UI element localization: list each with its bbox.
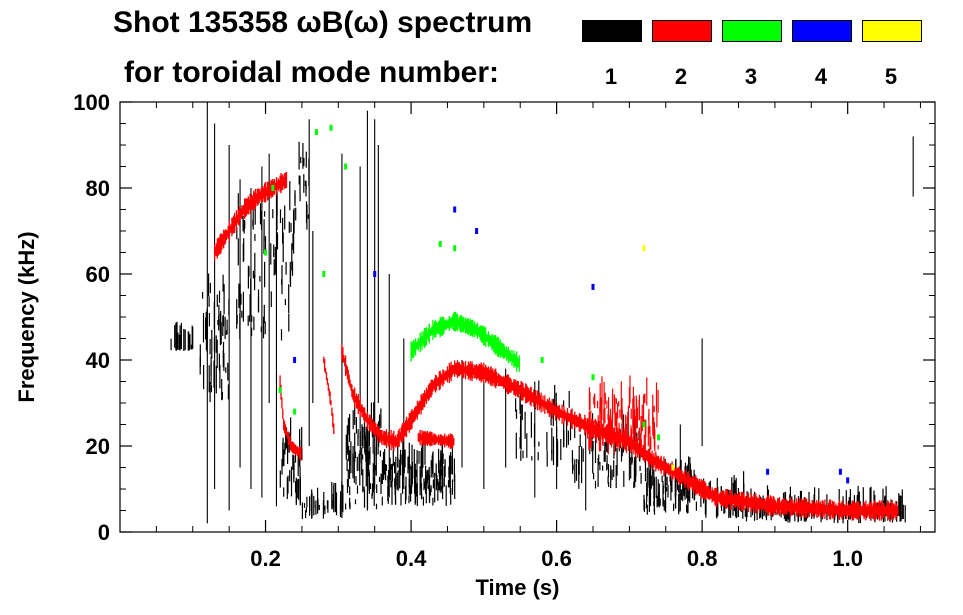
y-tick-label: 20 xyxy=(86,434,110,459)
series-3-point xyxy=(657,434,660,441)
legend-label-1: 1 xyxy=(604,64,618,89)
series-3-point xyxy=(264,249,267,256)
x-tick-label: 0.6 xyxy=(541,546,572,571)
series-3-point xyxy=(329,124,333,131)
chart-title-line1: Shot 135358 ωB(ω) spectrum xyxy=(113,6,533,39)
legend-swatch-4 xyxy=(792,20,852,42)
y-tick-label: 80 xyxy=(86,176,110,201)
y-axis-label: Frequency (kHz) xyxy=(14,231,39,402)
series-4-point xyxy=(846,477,850,484)
legend-label-3: 3 xyxy=(744,64,758,89)
legend-label-2: 2 xyxy=(674,64,688,89)
x-tick-label: 0.8 xyxy=(687,546,718,571)
chart-title-line2: for toroidal mode number: xyxy=(124,56,499,89)
series-3-point xyxy=(322,271,326,277)
series-4-point xyxy=(766,468,770,475)
series-3-point xyxy=(453,245,457,252)
x-tick-label: 1.0 xyxy=(832,546,863,571)
legend-label-4: 4 xyxy=(814,64,828,89)
y-tick-label: 0 xyxy=(98,520,110,545)
x-axis-label: Time (s) xyxy=(476,575,560,600)
y-tick-label: 40 xyxy=(86,348,110,373)
y-tick-label: 100 xyxy=(73,90,110,115)
series-3-point xyxy=(278,387,282,394)
series-4-point xyxy=(373,271,377,277)
legend-label-5: 5 xyxy=(884,64,898,89)
series-4-point xyxy=(453,206,457,213)
series-4-point xyxy=(591,283,595,290)
x-tick-label: 0.4 xyxy=(396,546,427,571)
legend-swatch-2 xyxy=(652,20,712,42)
legend-swatch-5 xyxy=(862,20,922,42)
series-3-point xyxy=(315,129,318,136)
x-tick-label: 0.2 xyxy=(250,546,281,571)
y-tick-label: 60 xyxy=(86,262,110,287)
series-3-point xyxy=(344,163,348,170)
series-3-point xyxy=(540,357,544,363)
legend-swatch-1 xyxy=(582,20,642,42)
series-5-point xyxy=(642,245,646,252)
series-3-point xyxy=(591,374,595,381)
series-3-point xyxy=(293,408,297,415)
series-3-point xyxy=(271,185,275,191)
legend-swatch-3 xyxy=(722,20,782,42)
series-3-point xyxy=(642,421,646,428)
series-3-point xyxy=(438,240,442,247)
series-4-point xyxy=(838,468,842,475)
series-4-point xyxy=(293,357,297,363)
series-5-point xyxy=(671,464,675,471)
series-4-point xyxy=(475,228,479,234)
